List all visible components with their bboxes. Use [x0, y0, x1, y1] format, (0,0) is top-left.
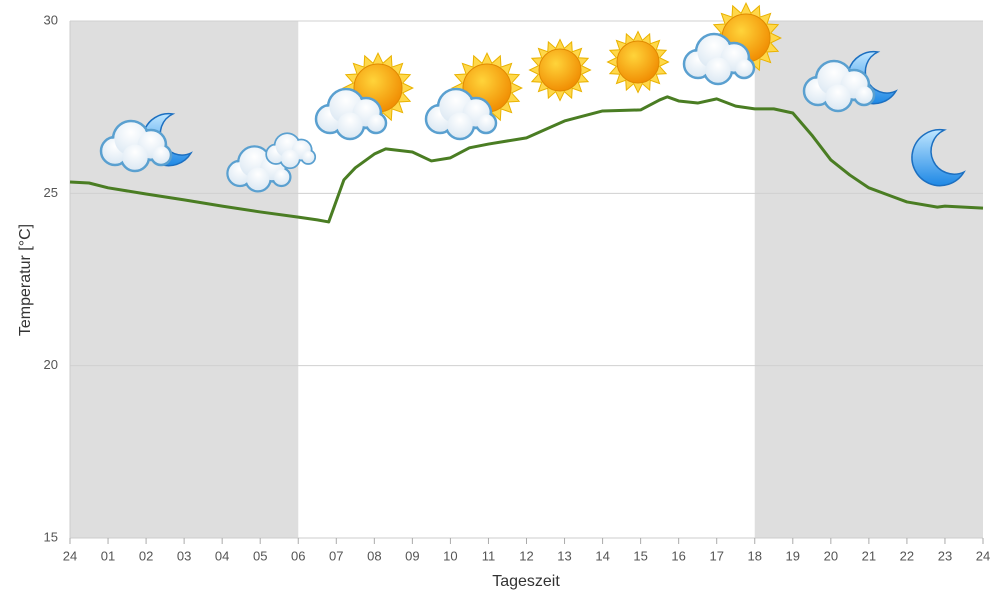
cloud-fill [447, 112, 473, 138]
x-tick-label: 06 [291, 548, 305, 563]
cloud-fill [825, 84, 851, 110]
cloud-fill [122, 144, 148, 170]
cloud [226, 145, 292, 193]
x-tick-label: 12 [519, 548, 533, 563]
y-tick-label: 20 [44, 357, 58, 372]
x-tick-label: 18 [748, 548, 762, 563]
cloud [314, 87, 388, 141]
cloud-fill [246, 167, 270, 191]
cloud [424, 87, 498, 141]
x-tick-label: 09 [405, 548, 419, 563]
cloud-fill [855, 86, 873, 104]
y-axis-title: Temperatur [°C] [17, 224, 34, 336]
y-tick-label: 15 [44, 529, 58, 544]
x-tick-label: 03 [177, 548, 191, 563]
x-tick-label: 07 [329, 548, 343, 563]
cloud-fill [273, 169, 290, 185]
cloud-fill [152, 146, 170, 164]
cloud [99, 119, 173, 173]
cloud [265, 132, 317, 170]
cloud-fill [337, 112, 363, 138]
night-band [70, 21, 299, 538]
x-tick-label: 16 [671, 548, 685, 563]
moon [911, 128, 966, 187]
x-tick-label: 11 [482, 548, 496, 563]
x-tick-label: 08 [367, 548, 381, 563]
x-tick-label: 24 [63, 548, 77, 563]
y-tick-label: 25 [44, 185, 58, 200]
x-tick-label: 14 [595, 548, 609, 563]
temperature-line [69, 95, 984, 224]
cloud-fill [281, 149, 299, 168]
x-tick-label: 22 [900, 548, 914, 563]
cloud-fill [735, 59, 753, 77]
cloud-fill [367, 114, 385, 132]
x-tick-label: 01 [101, 548, 115, 563]
x-tick-label: 19 [786, 548, 800, 563]
x-tick-label: 24 [976, 548, 990, 563]
x-tick-label: 04 [215, 548, 229, 563]
cloud [802, 59, 876, 113]
x-axis-title: Tageszeit [492, 573, 560, 590]
x-tick-label: 23 [938, 548, 952, 563]
weather-icons [99, 2, 966, 193]
cloud [682, 32, 756, 86]
x-tick-label: 15 [633, 548, 647, 563]
x-tick-label: 20 [824, 548, 838, 563]
x-tick-label: 02 [139, 548, 153, 563]
x-tick-label: 05 [253, 548, 267, 563]
x-tick-label: 21 [862, 548, 876, 563]
x-tick-label: 17 [709, 548, 723, 563]
cloud-fill [705, 57, 731, 83]
sun [616, 40, 660, 84]
x-tick-label: 13 [557, 548, 571, 563]
sun [538, 48, 582, 92]
cloud-fill [302, 151, 315, 163]
cloud-fill [477, 114, 495, 132]
x-tick-label: 10 [443, 548, 457, 563]
night-band [754, 21, 983, 538]
y-tick-label: 30 [44, 12, 58, 27]
